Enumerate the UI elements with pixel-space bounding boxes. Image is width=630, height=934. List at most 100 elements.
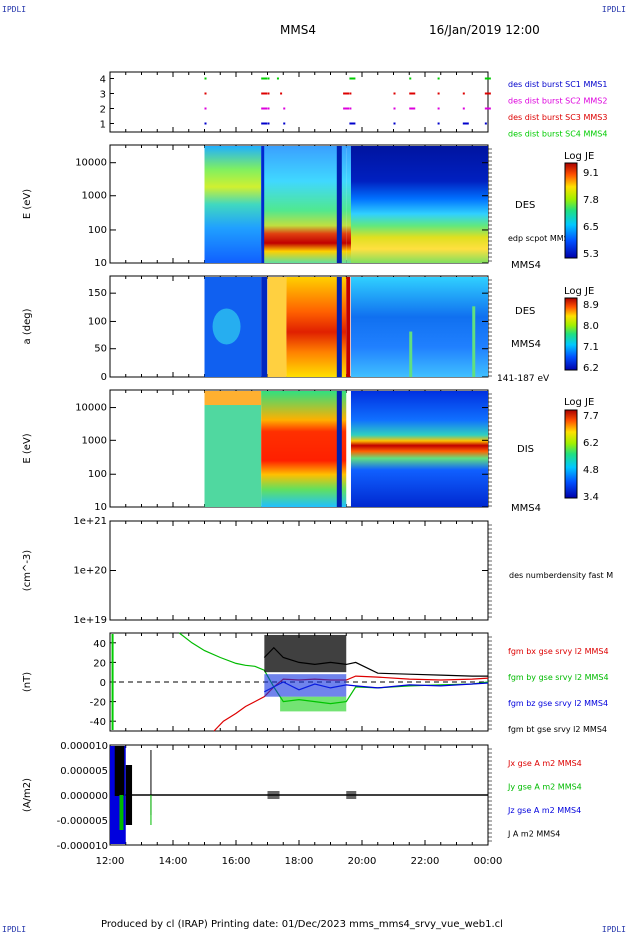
- burst-mark-0-8: [484, 122, 487, 125]
- fgm-legend-3: fgm bt gse srvy l2 MMS4: [508, 725, 607, 734]
- dis-energy-colorbar: [564, 409, 578, 499]
- fgm-bz-envelope: [264, 674, 347, 697]
- burst-legend-1: des dist burst SC2 MMS2: [508, 97, 607, 106]
- current-ytick-4: -0.000010: [57, 841, 108, 852]
- burst-ytick-2: 2: [100, 105, 106, 116]
- x-tick-6: 00:00: [474, 856, 503, 867]
- des-pitch-hot: [286, 277, 347, 377]
- burst-mark-2-9: [462, 92, 465, 95]
- corner-label-bl: IPDLI: [2, 925, 27, 934]
- burst-mark-2-5: [349, 92, 352, 95]
- burst-mark-1-5: [349, 107, 352, 110]
- des-energy-plasmasheet: [261, 146, 347, 263]
- burst-mark-3-4: [349, 77, 356, 80]
- des-pitch-blob: [212, 308, 241, 345]
- des-energy-colorbar-tick-0: 9.1: [583, 168, 599, 179]
- des-pitch-yellow: [267, 277, 287, 377]
- des-pitch-colorbar-tick-3: 6.2: [583, 363, 599, 374]
- dis-energy-pre-top: [204, 391, 262, 406]
- fgm-ytick-0: 40: [93, 639, 106, 650]
- des-pitch-colorbar-title: Log JE: [564, 286, 594, 297]
- des-energy-ylabel: E (eV): [22, 189, 33, 219]
- fgm-ytick-1: 20: [93, 658, 106, 669]
- current-ytick-1: 0.000005: [60, 766, 108, 777]
- burst-mark-1-3: [283, 107, 286, 110]
- des-energy-label: DES: [515, 200, 535, 211]
- burst-legend-2: des dist burst SC3 MMS3: [508, 113, 607, 122]
- des-pitch-stripe-3: [346, 277, 351, 377]
- burst-mark-1-7: [409, 107, 416, 110]
- current-burst-1: [267, 791, 280, 799]
- current-legend-0: Jx gse A m2 MMS4: [507, 759, 582, 768]
- burst-mark-2-10: [484, 92, 491, 95]
- burst-mark-0-2: [267, 122, 270, 125]
- des-pitch-colorbar: [564, 297, 578, 371]
- fgm-ytick-4: -40: [90, 717, 106, 728]
- dis-energy-ytick-3: 10: [94, 502, 107, 513]
- dis-energy-ytick-0: 10000: [75, 403, 107, 414]
- des-energy-colorbar-tick-2: 6.5: [583, 222, 599, 233]
- burst-mark-3-3: [276, 77, 279, 80]
- current-early-black-2: [125, 765, 133, 825]
- current-ytick-2: 0.000000: [60, 791, 108, 802]
- current-ylabel: (A/m2): [22, 778, 33, 812]
- density-ytick-0: 1e+21: [73, 516, 107, 527]
- burst-mark-2-7: [409, 92, 416, 95]
- density-legend-0: des numberdensity fast M: [509, 571, 613, 580]
- current-legend-3: J A m2 MMS4: [507, 830, 560, 839]
- burst-mark-1-8: [437, 107, 440, 110]
- fgm-legend-0: fgm bx gse srvy l2 MMS4: [508, 647, 609, 656]
- current-ytick-3: -0.000005: [57, 816, 108, 827]
- des-pitch-colorbar-tick-0: 8.9: [583, 300, 599, 311]
- current-early-black: [114, 746, 125, 796]
- burst-mark-2-6: [393, 92, 396, 95]
- burst-mark-1-6: [393, 107, 396, 110]
- des-pitch-label: DES: [515, 306, 535, 317]
- des-pitch-ytick-0: 150: [88, 288, 107, 299]
- density-frame: [109, 520, 489, 621]
- dis-energy-colorbar-tick-0: 7.7: [583, 411, 599, 422]
- des-energy-preregion: [204, 146, 262, 263]
- burst-ytick-1: 3: [100, 90, 106, 101]
- x-tick-4: 20:00: [348, 856, 377, 867]
- dis-energy-stripe: [336, 391, 342, 507]
- burst-mark-2-1: [261, 92, 268, 95]
- corner-label-tl: IPDLI: [2, 5, 27, 14]
- burst-mark-1-4: [343, 107, 350, 110]
- des-pitch-ytick-1: 100: [88, 316, 107, 327]
- burst-mark-2-4: [343, 92, 350, 95]
- des-pitch-colorbar-tick-2: 7.1: [583, 342, 599, 353]
- burst-mark-1-0: [204, 107, 207, 110]
- burst-mark-2-2: [267, 92, 270, 95]
- dis-energy-ytick-2: 100: [88, 469, 107, 480]
- burst-legend-3: des dist burst SC4 MMS4: [508, 130, 607, 139]
- des-energy-ytick-1: 1000: [82, 191, 107, 202]
- des-energy-ytick-3: 10: [94, 258, 107, 269]
- des-energy-colorbar-tick-1: 7.8: [583, 195, 599, 206]
- density-ytick-1: 1e+20: [73, 566, 107, 577]
- des-energy-colorbar: [564, 162, 578, 259]
- dis-energy-ylabel: E (eV): [22, 433, 33, 463]
- des-energy-stripe-2: [336, 146, 342, 263]
- burst-mark-0-4: [349, 122, 356, 125]
- current-burst-2: [346, 791, 357, 799]
- x-tick-5: 22:00: [411, 856, 440, 867]
- des-pitch-streak-1: [409, 331, 413, 377]
- burst-mark-1-10: [484, 107, 491, 110]
- date-title: 16/Jan/2019 12:00: [429, 23, 540, 37]
- des-energy-rightlabel: MMS4: [511, 260, 541, 271]
- burst-mark-0-0: [204, 122, 207, 125]
- dis-energy-colorbar-title: Log JE: [564, 397, 594, 408]
- fgm-legend-2: fgm bz gse srvy l2 MMS4: [508, 699, 608, 708]
- burst-mark-3-1: [261, 77, 268, 80]
- des-pitch-rightlabel: MMS4: [511, 339, 541, 350]
- burst-mark-3-0: [204, 77, 207, 80]
- burst-mark-0-7: [462, 122, 469, 125]
- fgm-bt-envelope: [264, 634, 347, 673]
- density-ytick-2: 1e+19: [73, 615, 107, 626]
- des-pitch-stripe: [261, 277, 268, 377]
- burst-panel-frame: [109, 71, 489, 133]
- burst-mark-1-1: [261, 107, 268, 110]
- x-tick-0: 12:00: [96, 856, 125, 867]
